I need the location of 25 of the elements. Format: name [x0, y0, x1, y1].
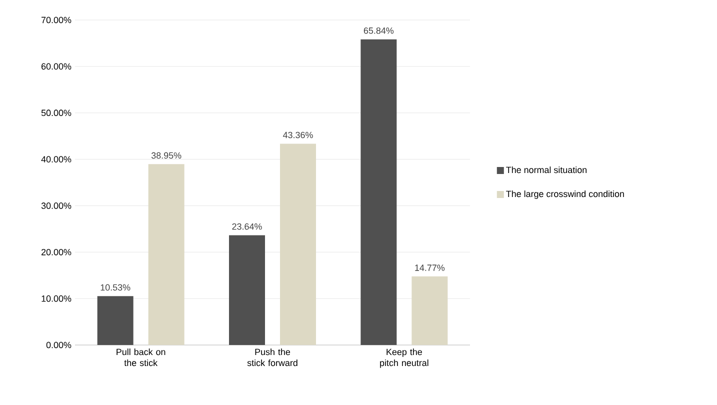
y-tick-label: 70.00%: [42, 16, 72, 24]
x-tick-label: Pull back on the stick: [116, 348, 166, 366]
bar: [229, 235, 266, 345]
data-label: 23.64%: [232, 223, 262, 230]
bar: [97, 296, 134, 345]
bar: [360, 39, 397, 345]
data-label: 10.53%: [100, 284, 130, 291]
y-tick-label: 60.00%: [42, 63, 72, 70]
bar: [412, 276, 448, 345]
y-tick-label: 10.00%: [42, 295, 72, 302]
x-tick-label: Keep the pitch neutral: [380, 348, 428, 368]
data-label: 38.95%: [151, 152, 182, 159]
data-label: 43.36%: [283, 132, 313, 138]
y-tick-label: 50.00%: [41, 110, 72, 116]
y-tick-label: 20.00%: [42, 248, 72, 256]
y-tick-label: 30.00%: [41, 202, 72, 209]
bar: [280, 144, 316, 345]
bar: [148, 164, 184, 345]
x-tick-label: Push the stick forward: [247, 348, 298, 366]
y-tick-label: 0.00%: [46, 342, 72, 348]
data-label: 14.77%: [415, 264, 445, 271]
data-label: 65.84%: [364, 27, 394, 34]
y-tick-label: 40.00%: [41, 156, 72, 162]
legend-label: The normal situation: [506, 166, 587, 174]
legend-label: The large crosswind condition: [506, 190, 624, 199]
